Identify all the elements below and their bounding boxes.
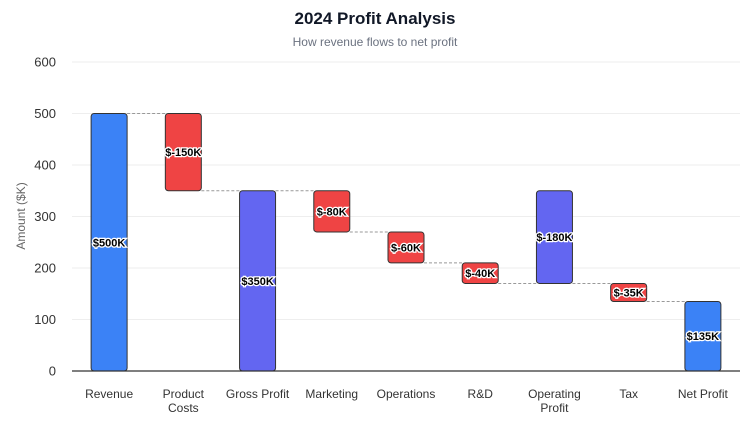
data-label: $-35K (614, 287, 644, 299)
bar-operating-profit (535, 190, 573, 284)
x-tick-label: R&D (468, 387, 494, 401)
data-label: $-80K (317, 206, 347, 218)
y-tick-label: 200 (34, 261, 56, 276)
data-label: $135K (687, 331, 719, 343)
data-label: $-40K (465, 268, 495, 280)
x-tick-label: Revenue (85, 387, 133, 401)
x-tick-label: Gross Profit (226, 387, 290, 401)
bar-tax (610, 282, 648, 302)
x-tick-label: Marketing (305, 387, 358, 401)
data-label: $-150K (165, 147, 201, 159)
x-tick-label: Product Costs (163, 387, 205, 415)
y-tick-label: 300 (34, 209, 56, 224)
x-tick-label: Operations (377, 387, 436, 401)
bar-marketing (313, 190, 351, 233)
data-label: $350K (241, 276, 273, 288)
bar-r-d (461, 262, 499, 284)
y-tick-label: 0 (49, 364, 56, 379)
bar-operations (387, 231, 425, 264)
y-tick-label: 500 (34, 106, 56, 121)
x-tick-label: Tax (619, 387, 638, 401)
y-axis-label: Amount ($K) (14, 182, 28, 249)
data-label: $-60K (391, 242, 421, 254)
chart-subtitle: How revenue flows to net profit (293, 35, 458, 49)
y-tick-label: 400 (34, 158, 56, 173)
data-label: $500K (93, 237, 125, 249)
y-tick-label: 100 (34, 312, 56, 327)
bar-product-costs (164, 113, 202, 192)
x-tick-label: Operating Profit (528, 387, 581, 415)
chart-title: 2024 Profit Analysis (295, 9, 456, 28)
data-label: $-180K (536, 232, 572, 244)
y-tick-label: 600 (34, 55, 56, 70)
x-tick-label: Net Profit (678, 387, 729, 401)
